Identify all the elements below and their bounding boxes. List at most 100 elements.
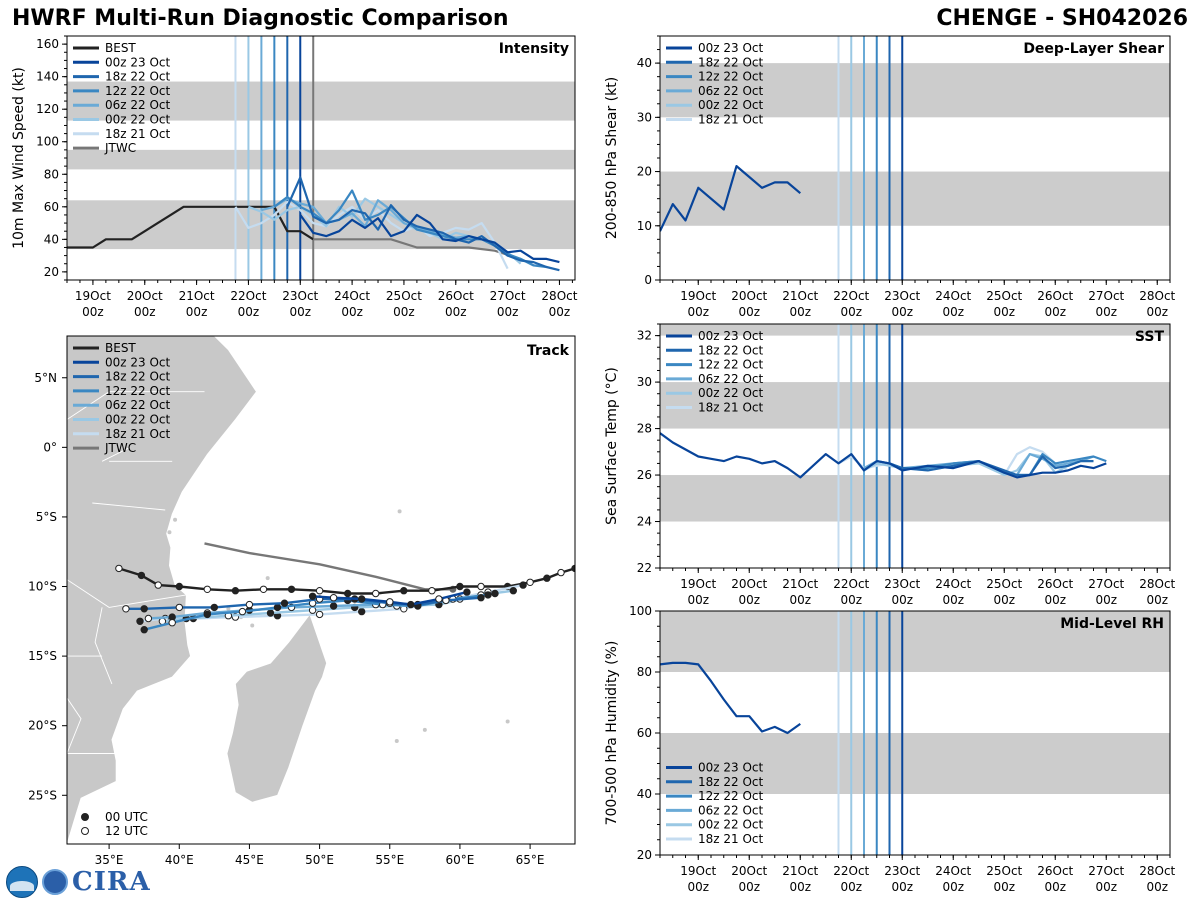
x-tick-label: 00z	[687, 305, 709, 319]
x-tick-label: 00z	[1095, 880, 1117, 894]
x-tick-label: 25Oct	[386, 289, 422, 303]
y-axis-label: 700-500 hPa Humidity (%)	[604, 641, 620, 826]
madagascar-landmass	[226, 613, 328, 803]
x-tick-label: 00z	[1146, 880, 1168, 894]
intensity-panel: 20 40 60 80 100 120 140 160 19Oct 00z 20Oct 00z 21Oc…	[11, 35, 578, 319]
legend-label: 00z 22 Oct	[105, 113, 171, 127]
x-tick-label: 00z	[993, 305, 1015, 319]
map-frame	[66, 335, 576, 845]
y-tick-label: 80	[637, 665, 652, 679]
x-tick-label: 00z	[840, 880, 862, 894]
x-tick-label: 00z	[942, 593, 964, 607]
lon-tick-label: 40°E	[165, 853, 194, 867]
x-tick-label: 22Oct	[833, 577, 869, 591]
marker-00utc	[140, 605, 148, 613]
panel-title: Mid-Level RH	[1060, 616, 1164, 632]
marker-12utc	[526, 578, 534, 586]
x-tick-label: 00z	[891, 880, 913, 894]
x-tick-label: 26Oct	[1037, 577, 1073, 591]
marker-12utc	[122, 605, 130, 613]
y-tick-label: 60	[637, 726, 652, 740]
marker-00utc	[519, 581, 527, 589]
island	[226, 606, 231, 611]
y-axis-label: Sea Surface Temp (°C)	[604, 367, 620, 525]
shaded-band	[660, 733, 1170, 794]
track-line	[118, 567, 575, 595]
legend-label: 18z 21 Oct	[105, 127, 171, 141]
marker-12utc	[175, 603, 184, 612]
x-tick-label: 21Oct	[179, 289, 215, 303]
x-tick-label: 21Oct	[782, 864, 818, 878]
y-tick-label: 24	[637, 515, 652, 529]
x-tick-label: 00z	[549, 305, 571, 319]
country-border	[94, 607, 113, 685]
marker-00utc	[491, 589, 499, 598]
plot-area	[660, 324, 1170, 568]
track-panel: 35°E 40°E 45°E 50°E 55°E 60°E 65°E 5°N 0° 5°S 10°S…	[28, 335, 576, 867]
panel-title: Track	[527, 343, 570, 359]
x-tick-label: 00z	[942, 305, 964, 319]
sst-panel: 22 24 26 28 30 32 19Oct 00z 20Oct 00z 21Oct 00z 22Oc…	[604, 323, 1176, 607]
x-tick-label: 19Oct	[680, 577, 716, 591]
series-line	[313, 238, 521, 260]
y-tick-label: 20	[44, 265, 59, 279]
y-tick-label: 100	[36, 135, 59, 149]
legend-label: 00z 23 Oct	[105, 55, 171, 69]
legend-label: BEST	[105, 41, 136, 55]
x-tick-label: 00z	[687, 880, 709, 894]
x-tick-label: 19Oct	[680, 289, 716, 303]
y-tick-label: 140	[36, 70, 59, 84]
legend-label: 00z 22 Oct	[698, 818, 764, 832]
marker-00utc	[407, 600, 415, 609]
legend-label: 18z 22 Oct	[698, 343, 764, 357]
x-tick-label: 00z	[942, 880, 964, 894]
shaded-band	[660, 63, 1170, 118]
x-tick-label: 00z	[1044, 593, 1066, 607]
legend-label: 00z 22 Oct	[698, 98, 764, 112]
lat-tick-label: 15°S	[28, 649, 57, 663]
x-tick-label: 00z	[445, 305, 467, 319]
marker-00utc	[543, 574, 551, 582]
x-tick-label: 21Oct	[782, 289, 818, 303]
marker-00utc	[231, 587, 240, 595]
x-tick-label: 00z	[341, 305, 363, 319]
legend-marker-12utc	[81, 827, 89, 835]
series-line	[286, 176, 560, 272]
y-tick-label: 40	[44, 232, 59, 246]
x-tick-label: 27Oct	[490, 289, 526, 303]
x-tick-label: 24Oct	[334, 289, 370, 303]
x-tick-label: 00z	[1095, 305, 1117, 319]
x-tick-label: 00z	[393, 305, 415, 319]
x-tick-label: 00z	[840, 593, 862, 607]
y-tick-label: 100	[629, 604, 652, 618]
x-tick-label: 00z	[789, 880, 811, 894]
island	[505, 719, 510, 724]
marker-00utc	[175, 582, 184, 591]
x-tick-label: 00z	[789, 593, 811, 607]
marker-legend-label: 00 UTC	[105, 810, 148, 824]
legend-label: 18z 21 Oct	[698, 401, 764, 415]
y-tick-label: 120	[36, 102, 59, 116]
legend-label: 18z 22 Oct	[105, 70, 171, 84]
marker-00utc	[456, 582, 464, 591]
panel-title: SST	[1135, 329, 1165, 345]
x-tick-label: 23Oct	[884, 289, 920, 303]
marker-00utc	[400, 587, 408, 595]
legend-label: JTWC	[104, 441, 136, 455]
country-border	[67, 579, 187, 608]
x-tick-label: 00z	[891, 593, 913, 607]
marker-00utc	[463, 588, 471, 596]
lon-tick-label: 60°E	[445, 853, 474, 867]
x-tick-label: 23Oct	[884, 864, 920, 878]
marker-00utc	[137, 571, 146, 580]
lat-tick-label: 5°S	[36, 510, 57, 524]
series-line	[889, 455, 1094, 477]
x-tick-label: 00z	[1095, 593, 1117, 607]
rh-panel: 20 40 60 80 100 19Oct 00z 20Oct 00z 21Oct 00z 22Oct…	[604, 604, 1176, 894]
legend-label: 00z 22 Oct	[698, 386, 764, 400]
marker-12utc	[259, 585, 268, 593]
y-tick-label: 32	[637, 329, 652, 343]
x-tick-label: 24Oct	[935, 289, 971, 303]
marker-12utc	[428, 587, 436, 595]
legend-label: 12z 22 Oct	[105, 384, 171, 398]
